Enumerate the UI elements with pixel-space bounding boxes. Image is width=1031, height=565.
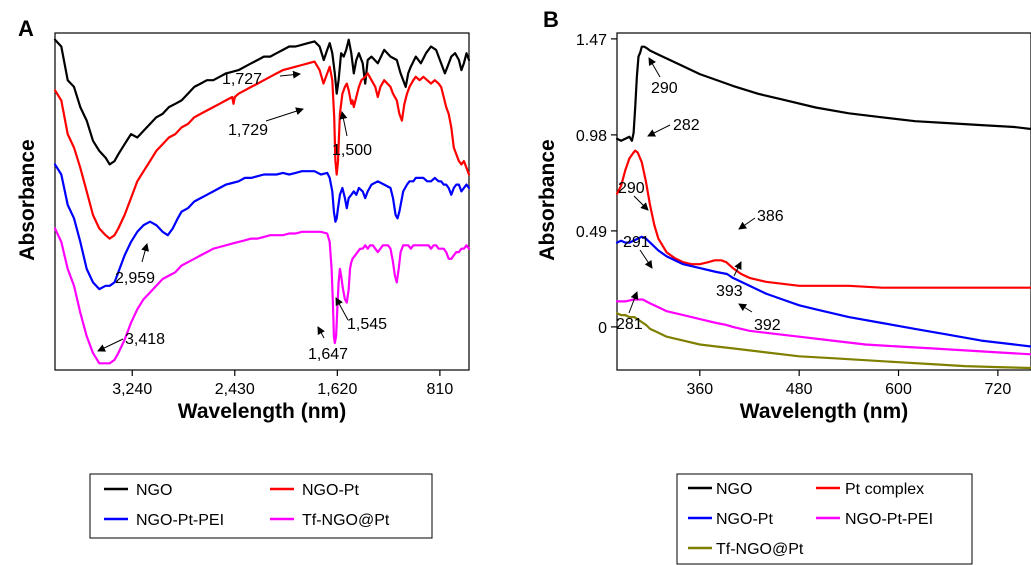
- annotation-arrow: [265, 107, 304, 122]
- series-group-a: [53, 38, 471, 365]
- legend-label: NGO-Pt-PEI: [845, 511, 933, 528]
- series-group-b: [615, 45, 1031, 370]
- annotation-label: 281: [616, 316, 643, 333]
- y-axis-label-a: Absorbance: [16, 139, 39, 260]
- legend-label: NGO-Pt-PEI: [136, 512, 224, 529]
- axis-ticks-b: 360 480 600 720 0 0.49 0.98 1.47: [576, 32, 1011, 398]
- series-line-ngo-pt-pei: [615, 298, 1031, 356]
- annotation-arrow: [733, 261, 742, 277]
- y-tick-label: 0.98: [576, 128, 607, 145]
- x-tick-label: 1,620: [317, 381, 357, 398]
- annotations-b: 290 282 386 290 393 291 392 281: [616, 57, 784, 334]
- y-axis-label-b: Absorbance: [536, 139, 559, 260]
- annotation-arrow: [279, 70, 301, 79]
- legend-b: NGO Pt complex NGO-Pt NGO-Pt-PEI Tf-NGO@…: [676, 473, 973, 565]
- y-tick-label: 0.49: [576, 224, 607, 241]
- annotation-arrow: [628, 291, 639, 314]
- annotation-label: 1,545: [347, 316, 387, 333]
- annotation-arrow: [633, 195, 649, 211]
- plot-frame-a: [54, 32, 470, 371]
- annotations-a: 1,727 1,729 1,500 2,959 1,545 3,418 1,64…: [97, 70, 387, 363]
- annotation-label: 3,418: [125, 331, 165, 348]
- annotation-label: 290: [651, 80, 678, 97]
- x-tick-label: 2,430: [215, 381, 255, 398]
- legend-label: Pt complex: [845, 481, 924, 498]
- legend-label: NGO-Pt: [716, 511, 773, 528]
- annotation-label: 2,959: [115, 270, 155, 287]
- annotation-label: 1,727: [222, 71, 262, 88]
- annotation-label: 386: [757, 208, 784, 225]
- annotation-arrow: [639, 249, 653, 269]
- annotation-arrow: [647, 124, 671, 137]
- annotation-arrow: [339, 111, 348, 137]
- annotation-label: 393: [716, 283, 743, 300]
- annotation-arrow: [738, 217, 756, 230]
- x-axis-label-b: Wavelength (nm): [740, 400, 908, 423]
- y-tick-label: 1.47: [576, 32, 607, 49]
- legend-label: NGO-Pt: [302, 482, 359, 499]
- series-line-tf-ngo-pt: [53, 227, 471, 365]
- annotation-label: 290: [618, 180, 645, 197]
- series-line-pt-complex: [615, 149, 1031, 289]
- annotation-label: 1,647: [308, 346, 348, 363]
- series-line-ngo-pt: [53, 60, 471, 240]
- panel-b: B 360 480 600 720 0 0.49 0.98 1.47 Wavelength (…: [536, 7, 1031, 565]
- series-line-ngo-pt: [615, 235, 1031, 348]
- annotation-label: 392: [754, 317, 781, 334]
- x-tick-label: 480: [786, 381, 813, 398]
- annotation-arrow: [141, 243, 149, 263]
- x-tick-label: 810: [427, 381, 454, 398]
- annotation-label: 1,500: [332, 142, 372, 159]
- series-line-ngo-pt-pei: [53, 163, 471, 291]
- x-tick-label: 360: [686, 381, 713, 398]
- legend-a: NGO NGO-Pt NGO-Pt-PEI Tf-NGO@Pt: [89, 473, 433, 539]
- panel-a: A 3,240 2,430 1,620 810 Wavelength (nm) Abs…: [16, 16, 471, 539]
- legend-label: Tf-NGO@Pt: [716, 541, 804, 558]
- y-tick-label: 0: [598, 320, 607, 337]
- annotation-arrow: [97, 338, 124, 352]
- annotation-arrow: [317, 326, 325, 339]
- legend-box-a: [89, 473, 433, 539]
- panel-label-a: A: [18, 16, 34, 41]
- series-line-ngo: [53, 38, 471, 166]
- series-line-ngo: [615, 45, 1031, 142]
- x-axis-label-a: Wavelength (nm): [178, 400, 346, 423]
- legend-label: NGO: [136, 482, 172, 499]
- annotation-arrow: [648, 57, 661, 78]
- plot-frame-b: [616, 32, 1031, 371]
- annotation-arrow: [335, 297, 349, 321]
- panel-label-b: B: [543, 7, 559, 32]
- annotation-label: 291: [623, 234, 650, 251]
- annotation-arrow: [738, 303, 753, 313]
- x-tick-label: 720: [985, 381, 1012, 398]
- x-tick-label: 600: [885, 381, 912, 398]
- legend-label: NGO: [716, 481, 752, 498]
- x-tick-label: 3,240: [112, 381, 152, 398]
- annotation-label: 1,729: [228, 122, 268, 139]
- annotation-label: 282: [673, 117, 700, 134]
- series-line-tf-ngo-pt: [615, 312, 1031, 370]
- legend-label: Tf-NGO@Pt: [302, 512, 390, 529]
- x-ticks-a: 3,240 2,430 1,620 810: [112, 370, 453, 398]
